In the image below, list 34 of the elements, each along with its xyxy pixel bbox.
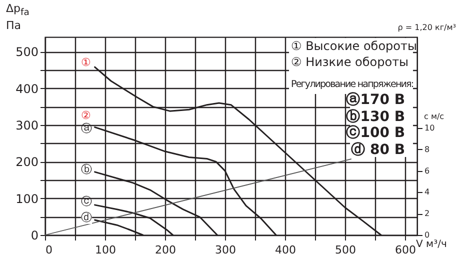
x-tick-label: 100 (95, 244, 116, 256)
y2-tick-label: 6 (424, 166, 430, 176)
x-tick-label: 200 (155, 244, 176, 256)
y2-tick-label: 0 (424, 230, 430, 240)
annotation: ① Высокие обороты (291, 39, 417, 54)
annotation: ⓑ130 В (346, 109, 405, 125)
annotation: Регулирование напряжения: (291, 79, 414, 90)
y2-tick-label: 10 (424, 123, 435, 132)
x-axis-title: V м³/ч (416, 238, 447, 251)
y2-tick-label: 4 (424, 188, 430, 197)
annotation: ⓑ (81, 163, 92, 176)
y-tick-label: 500 (16, 45, 38, 60)
y-tick-label: 0 (30, 228, 38, 242)
annotation: ① (81, 56, 91, 70)
x-tick-label: 600 (395, 244, 416, 256)
annotation: ② Низкие обороты (291, 55, 409, 70)
annotation: ⓓ 80 В (351, 142, 405, 158)
annotation: ② (81, 109, 91, 122)
x-tick-label: 400 (275, 244, 296, 256)
y-tick-label: 100 (16, 192, 38, 206)
annotation: ⓓ (81, 211, 92, 224)
y-tick-label: 200 (16, 155, 38, 170)
y2-tick-label: 8 (424, 144, 430, 154)
y2-tick-label: 2 (424, 209, 430, 218)
y2-axis-title: с м/с (424, 112, 446, 121)
x-tick-label: 500 (335, 244, 356, 256)
y-tick-label: 400 (16, 82, 38, 96)
annotation: ⓒ100 В (346, 125, 405, 142)
annotation: ⓐ170 В (346, 92, 405, 108)
x-tick-label: 300 (215, 244, 236, 256)
text: ρ = 1,20 кг/м³ (398, 23, 456, 33)
y-axis-title: Δp$_{fa}$ Па (6, 2, 30, 32)
x-tick-label: 0 (46, 244, 52, 256)
y-tick-label: 300 (16, 118, 38, 132)
